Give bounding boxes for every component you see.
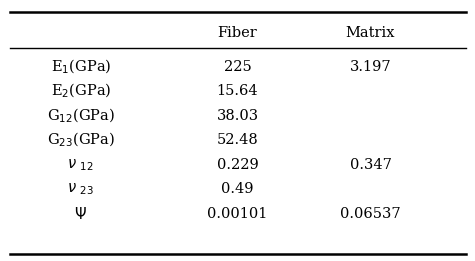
Text: $\nu$ $_{12}$: $\nu$ $_{12}$ — [67, 157, 94, 173]
Text: Fiber: Fiber — [218, 26, 257, 40]
Text: 0.49: 0.49 — [221, 182, 254, 196]
Text: G$_{23}$(GPa): G$_{23}$(GPa) — [47, 131, 114, 149]
Text: 0.347: 0.347 — [350, 158, 391, 172]
Text: G$_{12}$(GPa): G$_{12}$(GPa) — [47, 106, 114, 125]
Text: Matrix: Matrix — [346, 26, 395, 40]
Text: 15.64: 15.64 — [217, 84, 258, 98]
Text: E$_2$(GPa): E$_2$(GPa) — [50, 82, 111, 100]
Text: E$_1$(GPa): E$_1$(GPa) — [50, 57, 111, 76]
Text: $\Psi$: $\Psi$ — [75, 206, 87, 222]
Text: 0.229: 0.229 — [217, 158, 258, 172]
Text: 0.06537: 0.06537 — [340, 207, 401, 221]
Text: 38.03: 38.03 — [217, 109, 258, 123]
Text: 3.197: 3.197 — [350, 60, 391, 74]
Text: 225: 225 — [224, 60, 251, 74]
Text: $\nu$ $_{23}$: $\nu$ $_{23}$ — [67, 181, 95, 197]
Text: 0.00101: 0.00101 — [207, 207, 268, 221]
Text: 52.48: 52.48 — [217, 133, 258, 147]
